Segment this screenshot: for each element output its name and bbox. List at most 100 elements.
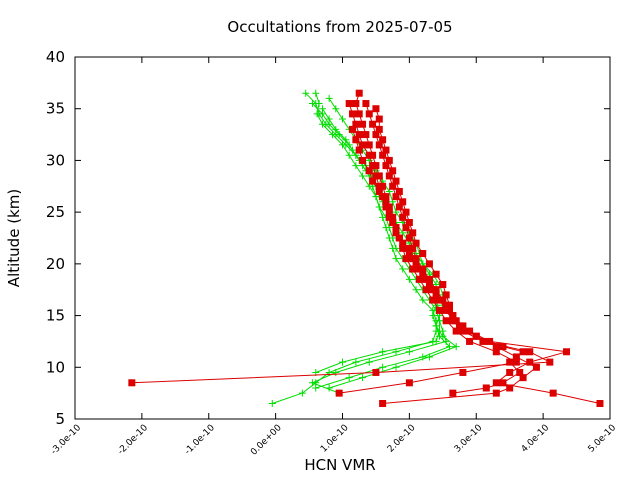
- red-data-point: [405, 379, 413, 387]
- red-data-point: [429, 296, 437, 304]
- green-data-point: [439, 332, 447, 340]
- green-data-point: [318, 105, 326, 113]
- x-tick-label: -1.0e-10: [183, 423, 217, 457]
- green-data-point: [312, 384, 320, 392]
- red-data-point: [372, 368, 380, 376]
- red-data-point: [432, 291, 440, 299]
- red-data-point: [392, 224, 400, 232]
- red-data-point: [379, 399, 387, 407]
- red-data-point: [506, 368, 514, 376]
- red-data-point: [459, 322, 467, 330]
- red-data-point: [375, 115, 383, 123]
- red-data-point: [392, 229, 400, 237]
- red-data-point: [369, 177, 377, 185]
- green-data-point: [392, 255, 400, 263]
- green-data-point: [349, 146, 357, 154]
- red-data-point: [385, 208, 393, 216]
- green-data-point: [325, 115, 333, 123]
- red-series-4: [349, 125, 527, 397]
- red-data-point: [389, 218, 397, 226]
- x-tick-label: 4.0e-10: [520, 423, 552, 455]
- red-data-point: [369, 120, 377, 128]
- red-data-point: [359, 120, 367, 128]
- y-tick-label: 30: [46, 151, 65, 169]
- red-data-point: [466, 337, 474, 345]
- green-data-point: [359, 374, 367, 382]
- red-data-point: [412, 239, 420, 247]
- green-data-point: [365, 358, 373, 366]
- red-data-point: [425, 260, 433, 268]
- green-data-point: [379, 363, 387, 371]
- red-data-point: [419, 270, 427, 278]
- red-data-point: [405, 218, 413, 226]
- red-data-point: [362, 100, 370, 108]
- x-tick-label: -3.0e-10: [49, 423, 83, 457]
- green-data-point: [312, 89, 320, 97]
- green-data-point: [379, 348, 387, 356]
- red-data-point: [365, 141, 373, 149]
- red-data-point: [375, 182, 383, 190]
- green-data-point: [359, 172, 367, 180]
- green-data-point: [392, 244, 400, 252]
- red-data-point: [439, 281, 447, 289]
- red-data-point: [382, 198, 390, 206]
- red-data-point: [432, 286, 440, 294]
- red-data-point: [349, 110, 357, 118]
- axis-ticks: 5 10 15 20 25 30 35 40 -3.0e-10 -2.0e-10 -1.0e-10 0…: [46, 48, 618, 458]
- red-data-point: [409, 244, 417, 252]
- red-data-point: [412, 255, 420, 263]
- green-data-point: [332, 368, 340, 376]
- x-tick-label: 5.0e-10: [587, 423, 619, 455]
- green-data-point: [332, 125, 340, 133]
- red-data-point: [596, 399, 604, 407]
- green-data-point: [405, 348, 413, 356]
- red-data-point: [385, 156, 393, 164]
- red-data-point: [472, 332, 480, 340]
- red-data-point: [435, 306, 443, 314]
- red-data-point: [512, 358, 520, 366]
- red-data-point: [492, 389, 500, 397]
- red-data-point: [516, 368, 524, 376]
- red-data-point: [369, 162, 377, 170]
- red-data-point: [375, 141, 383, 149]
- y-tick-label: 35: [46, 100, 65, 118]
- red-data-point: [546, 358, 554, 366]
- red-data-point: [399, 198, 407, 206]
- red-data-point: [372, 172, 380, 180]
- red-data-point: [409, 229, 417, 237]
- red-data-point: [519, 374, 527, 382]
- red-data-point: [389, 182, 397, 190]
- red-data-point: [442, 317, 450, 325]
- x-axis-label: HCN VMR: [304, 456, 375, 474]
- red-data-point: [362, 131, 370, 139]
- red-data-point: [452, 327, 460, 335]
- green-data-point: [325, 94, 333, 102]
- green-data-point: [339, 115, 346, 123]
- x-tick-label: 2.0e-10: [386, 423, 418, 455]
- red-data-point: [419, 250, 427, 258]
- green-data-point: [352, 358, 360, 366]
- red-data-point: [532, 363, 540, 371]
- red-data-point: [499, 343, 507, 351]
- red-data-point: [355, 131, 363, 139]
- red-data-point: [128, 379, 136, 387]
- red-data-point: [355, 89, 363, 97]
- red-data-point: [382, 203, 390, 211]
- green-data-point: [298, 389, 306, 397]
- green-data-point: [325, 384, 333, 392]
- green-data-point: [342, 136, 350, 144]
- green-data-point: [345, 374, 353, 382]
- red-data-point: [459, 327, 467, 335]
- red-data-point: [385, 213, 393, 221]
- red-data-point: [419, 265, 427, 273]
- red-data-point: [382, 162, 390, 170]
- red-series-line: [352, 129, 525, 394]
- green-data-point: [419, 296, 427, 304]
- red-data-point: [482, 384, 490, 392]
- y-tick-label: 15: [46, 307, 65, 325]
- red-data-point: [402, 208, 410, 216]
- red-data-point: [379, 136, 387, 144]
- red-series-line: [365, 103, 601, 404]
- green-data-point: [268, 399, 276, 407]
- red-data-point: [492, 379, 500, 387]
